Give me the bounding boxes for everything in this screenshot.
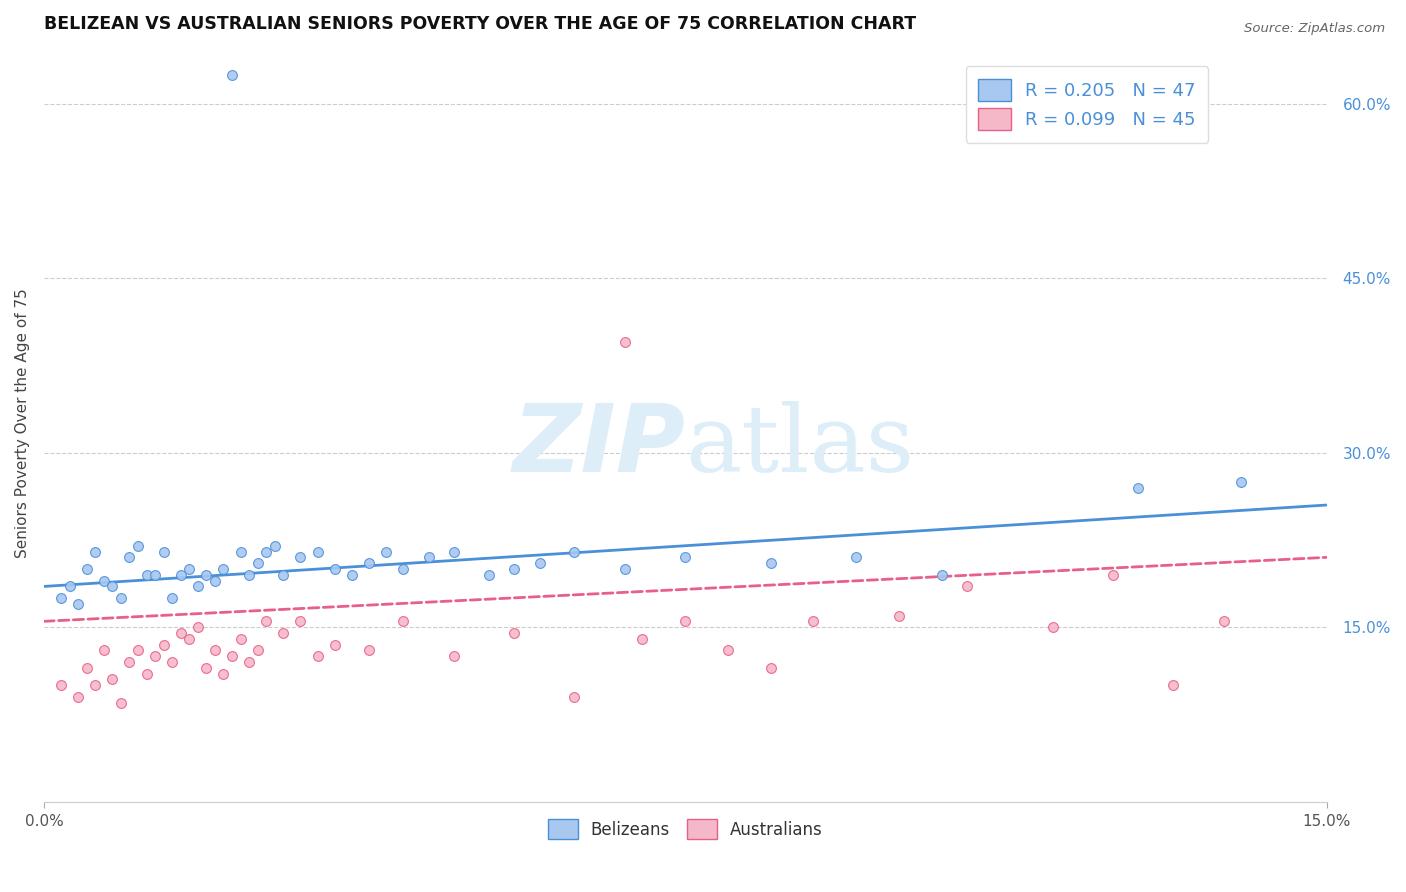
Point xyxy=(673,615,696,629)
Point xyxy=(127,643,149,657)
Point xyxy=(374,544,396,558)
Point xyxy=(614,562,637,576)
Point xyxy=(290,615,312,629)
Point xyxy=(179,562,201,576)
Point xyxy=(392,615,415,629)
Point xyxy=(246,643,269,657)
Point xyxy=(1042,620,1064,634)
Point xyxy=(1128,481,1150,495)
Point xyxy=(110,591,132,605)
Point xyxy=(273,626,295,640)
Text: Source: ZipAtlas.com: Source: ZipAtlas.com xyxy=(1244,22,1385,36)
Point xyxy=(160,655,183,669)
Point xyxy=(503,562,526,576)
Text: ZIP: ZIP xyxy=(512,401,685,492)
Point xyxy=(212,562,235,576)
Point xyxy=(84,544,107,558)
Point xyxy=(956,579,979,593)
Point xyxy=(529,556,551,570)
Point xyxy=(170,626,193,640)
Point xyxy=(392,562,415,576)
Point xyxy=(238,655,260,669)
Point xyxy=(67,690,90,704)
Point xyxy=(195,567,218,582)
Point xyxy=(58,579,80,593)
Point xyxy=(307,649,329,664)
Point xyxy=(101,673,124,687)
Point xyxy=(246,556,269,570)
Point xyxy=(323,562,346,576)
Point xyxy=(49,678,72,692)
Point xyxy=(170,567,193,582)
Point xyxy=(357,643,380,657)
Point xyxy=(49,591,72,605)
Point xyxy=(673,550,696,565)
Point xyxy=(562,544,585,558)
Point xyxy=(212,666,235,681)
Point xyxy=(135,666,157,681)
Point xyxy=(221,68,243,82)
Text: BELIZEAN VS AUSTRALIAN SENIORS POVERTY OVER THE AGE OF 75 CORRELATION CHART: BELIZEAN VS AUSTRALIAN SENIORS POVERTY O… xyxy=(44,15,917,33)
Point xyxy=(845,550,868,565)
Point xyxy=(93,574,115,588)
Point xyxy=(152,638,174,652)
Point xyxy=(118,655,141,669)
Point xyxy=(273,567,295,582)
Point xyxy=(187,620,209,634)
Point xyxy=(160,591,183,605)
Point xyxy=(887,608,910,623)
Point xyxy=(229,632,252,646)
Point xyxy=(127,539,149,553)
Point xyxy=(118,550,141,565)
Point xyxy=(76,661,98,675)
Point xyxy=(307,544,329,558)
Point xyxy=(263,539,285,553)
Point xyxy=(101,579,124,593)
Point xyxy=(187,579,209,593)
Point xyxy=(221,649,243,664)
Point xyxy=(76,562,98,576)
Point xyxy=(1230,475,1253,489)
Point xyxy=(238,567,260,582)
Point xyxy=(1101,567,1123,582)
Point xyxy=(323,638,346,652)
Point xyxy=(1212,615,1234,629)
Point xyxy=(254,544,277,558)
Point xyxy=(135,567,157,582)
Point xyxy=(759,661,782,675)
Point xyxy=(229,544,252,558)
Point xyxy=(110,696,132,710)
Point xyxy=(503,626,526,640)
Point xyxy=(357,556,380,570)
Point xyxy=(443,649,465,664)
Point xyxy=(93,643,115,657)
Point xyxy=(195,661,218,675)
Point xyxy=(67,597,90,611)
Point xyxy=(290,550,312,565)
Point xyxy=(759,556,782,570)
Point xyxy=(204,574,226,588)
Point xyxy=(614,335,637,350)
Point xyxy=(418,550,440,565)
Point xyxy=(340,567,363,582)
Point xyxy=(152,544,174,558)
Point xyxy=(1161,678,1184,692)
Point xyxy=(562,690,585,704)
Point xyxy=(477,567,499,582)
Point xyxy=(204,643,226,657)
Point xyxy=(254,615,277,629)
Legend: Belizeans, Australians: Belizeans, Australians xyxy=(541,813,830,847)
Point xyxy=(143,649,166,664)
Point xyxy=(179,632,201,646)
Point xyxy=(84,678,107,692)
Text: atlas: atlas xyxy=(685,401,914,491)
Point xyxy=(443,544,465,558)
Y-axis label: Seniors Poverty Over the Age of 75: Seniors Poverty Over the Age of 75 xyxy=(15,289,30,558)
Point xyxy=(631,632,654,646)
Point xyxy=(143,567,166,582)
Point xyxy=(931,567,953,582)
Point xyxy=(717,643,740,657)
Point xyxy=(803,615,825,629)
